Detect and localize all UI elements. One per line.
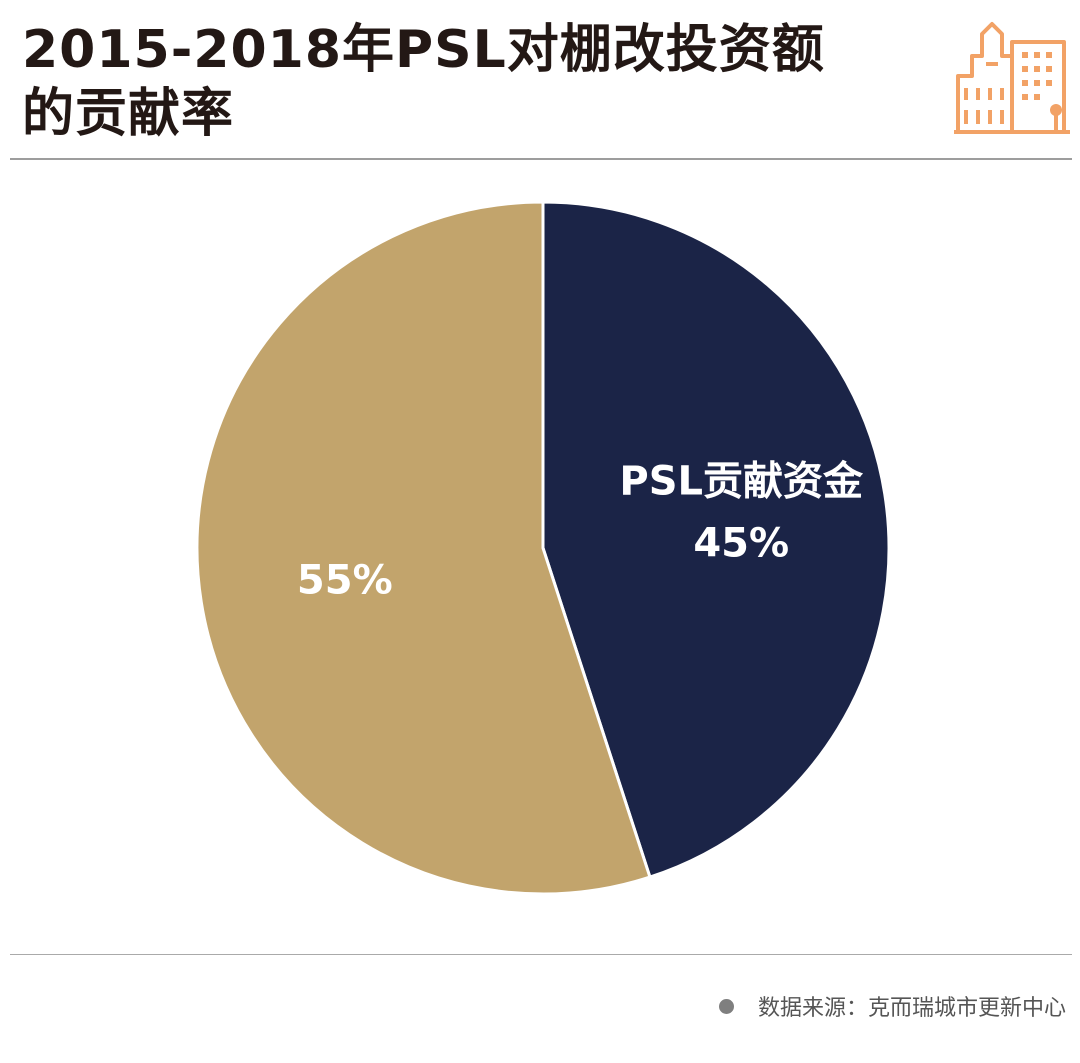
pie-slice-2 xyxy=(195,200,652,896)
slice-value-label-1: 45% xyxy=(693,521,789,567)
header-divider xyxy=(10,158,1072,160)
chart-title: 2015-2018年PSL对棚改投资额 的贡献率 xyxy=(22,18,825,146)
source-text: 数据来源：克而瑞城市更新中心 xyxy=(757,996,1066,1021)
pie-slice-1 xyxy=(541,200,891,879)
slice-name-label-1: PSL贡献资金 xyxy=(619,459,864,505)
slice-value-label-2: 55% xyxy=(297,557,393,603)
source-bullet xyxy=(718,998,734,1014)
chart-title-line1: 2015-2018年PSL对棚改投资额 xyxy=(22,20,825,80)
pie-chart: PSL贡献资金 45% 55% xyxy=(195,200,891,896)
footer-divider xyxy=(10,954,1072,955)
chart-title-line2: 的贡献率 xyxy=(22,84,235,144)
data-source: 数据来源：克而瑞城市更新中心 xyxy=(718,990,1066,1022)
city-buildings-icon xyxy=(954,22,1070,134)
